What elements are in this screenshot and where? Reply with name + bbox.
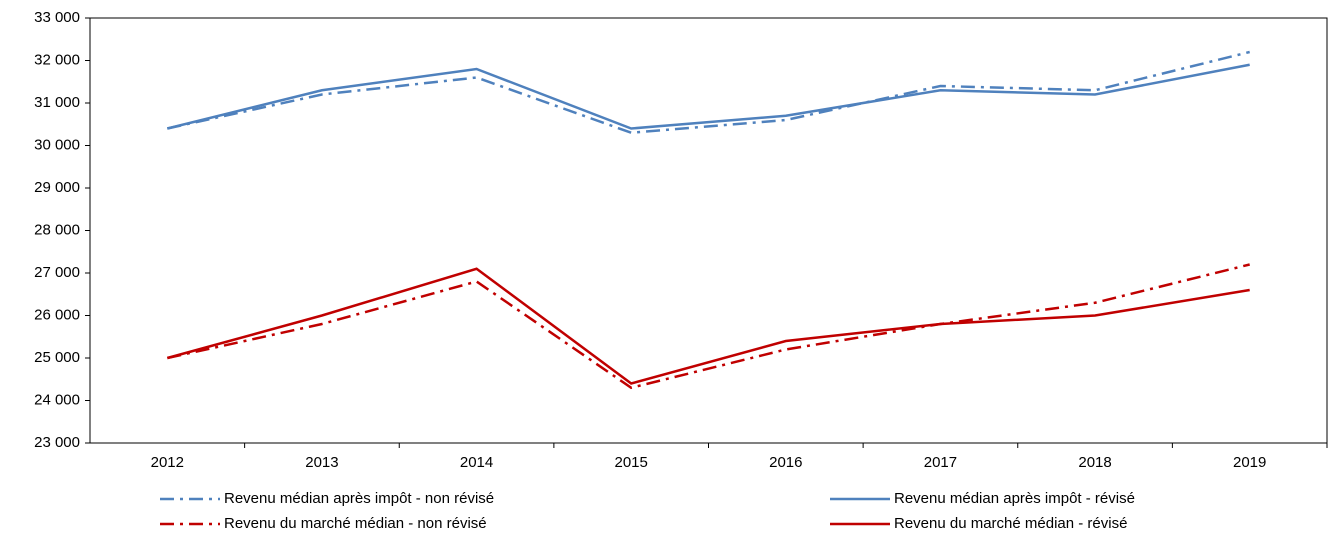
- y-tick-label: 23 000: [34, 434, 80, 451]
- y-tick-label: 29 000: [34, 179, 80, 196]
- y-tick-label: 24 000: [34, 391, 80, 408]
- y-tick-label: 25 000: [34, 349, 80, 366]
- y-tick-label: 26 000: [34, 306, 80, 323]
- x-tick-label: 2018: [1078, 454, 1111, 471]
- x-tick-label: 2016: [769, 454, 802, 471]
- y-tick-label: 32 000: [34, 51, 80, 68]
- x-tick-label: 2017: [924, 454, 957, 471]
- x-tick-label: 2013: [305, 454, 338, 471]
- x-tick-label: 2019: [1233, 454, 1266, 471]
- y-tick-label: 28 000: [34, 221, 80, 238]
- y-tick-label: 31 000: [34, 94, 80, 111]
- y-tick-label: 33 000: [34, 9, 80, 26]
- y-tick-label: 30 000: [34, 136, 80, 153]
- x-tick-label: 2012: [151, 454, 184, 471]
- x-tick-label: 2014: [460, 454, 493, 471]
- series-line: [167, 63, 1250, 130]
- series-line: [167, 263, 1250, 390]
- legend-label: Revenu du marché médian - non révisé: [224, 515, 487, 532]
- y-tick-label: 27 000: [34, 264, 80, 281]
- legend-label: Revenu médian après impôt - révisé: [894, 490, 1135, 507]
- x-tick-label: 2015: [615, 454, 648, 471]
- legend-label: Revenu médian après impôt - non révisé: [224, 490, 494, 507]
- legend-label: Revenu du marché médian - révisé: [894, 515, 1127, 532]
- series-line: [167, 50, 1250, 135]
- series-line: [166, 267, 1250, 385]
- plot-frame: [89, 17, 1328, 444]
